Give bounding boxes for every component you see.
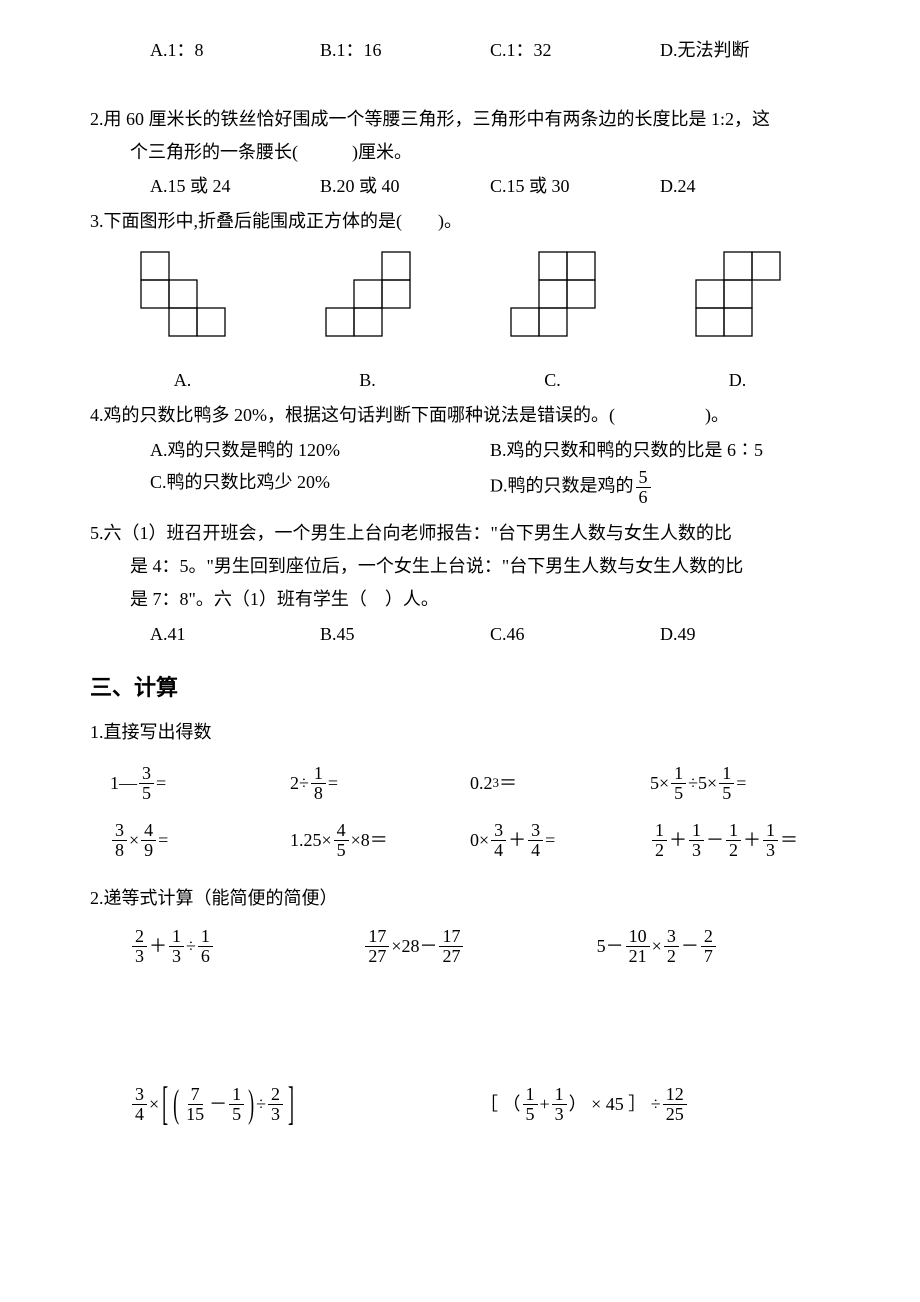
q3-labels: A. B. C. D. bbox=[90, 366, 830, 395]
cube-net-b bbox=[324, 250, 412, 338]
calc1-row1: 1—35= 2÷18= 0.23＝ 5×15÷5×15= bbox=[90, 764, 830, 803]
fraction-5-6: 56 bbox=[636, 468, 651, 507]
q3-figures bbox=[90, 250, 830, 338]
q4-opt-d: D.鸭的只数是鸡的56 bbox=[490, 468, 830, 507]
q5-opt-c: C.46 bbox=[490, 620, 660, 649]
q4-opt-b: B.鸡的只数和鸭的只数的比是 6∶5 bbox=[490, 436, 830, 465]
q3-text: 3.下面图形中,折叠后能围成正方体的是( )。 bbox=[90, 207, 830, 236]
calc1-r1c2: 2÷18= bbox=[290, 764, 470, 803]
q5-opt-a: A.41 bbox=[150, 620, 320, 649]
calc2-row2: 34×[(715－15)÷23] ［ （15+13） × 45 ］ ÷1225 bbox=[90, 1085, 830, 1124]
q5-line2: 是 4：5。"男生回到座位后，一个女生上台说："台下男生人数与女生人数的比 bbox=[90, 552, 830, 581]
calc1-r2c1: 38×49= bbox=[110, 821, 290, 860]
q5-opt-d: D.49 bbox=[660, 620, 830, 649]
q4-opt-a: A.鸡的只数是鸭的 120% bbox=[150, 436, 490, 465]
calc1-r2c3: 0×34＋34= bbox=[470, 821, 650, 860]
calc2-row1: 23＋13÷16 1727×28－1727 5－1021×32－27 bbox=[90, 927, 830, 966]
q4-text: 4.鸡的只数比鸭多 20%，根据这句话判断下面哪种说法是错误的。( )。 bbox=[90, 401, 830, 430]
q3-label-b: B. bbox=[275, 366, 460, 395]
q1-opt-c: C.1：32 bbox=[490, 36, 660, 65]
section3-title: 三、计算 bbox=[90, 670, 830, 705]
calc1-r1c4: 5×15÷5×15= bbox=[650, 764, 830, 803]
q2-options: A.15 或 24 B.20 或 40 C.15 或 30 D.24 bbox=[90, 172, 830, 201]
q2-opt-d: D.24 bbox=[660, 172, 830, 201]
q2-opt-c: C.15 或 30 bbox=[490, 172, 660, 201]
q2-opt-b: B.20 或 40 bbox=[320, 172, 490, 201]
calc2-e2: 1727×28－1727 bbox=[363, 927, 596, 966]
right-paren-icon: ) bbox=[248, 1073, 254, 1136]
q4-options: A.鸡的只数是鸭的 120% B.鸡的只数和鸭的只数的比是 6∶5 C.鸭的只数… bbox=[90, 436, 830, 512]
q5-options: A.41 B.45 C.46 D.49 bbox=[90, 620, 830, 649]
q2-opt-a: A.15 或 24 bbox=[150, 172, 320, 201]
q5-line1: 5.六（1）班召开班会，一个男生上台向老师报告："台下男生人数与女生人数的比 bbox=[90, 519, 830, 548]
q1-opt-b: B.1：16 bbox=[320, 36, 490, 65]
q1-opt-a: A.1：8 bbox=[150, 36, 320, 65]
cube-net-a bbox=[139, 250, 227, 338]
q5-line3: 是 7：8"。六（1）班有学生（ ）人。 bbox=[90, 585, 830, 614]
calc1-r1c1: 1—35= bbox=[110, 764, 290, 803]
q2-text-line1: 2.用 60 厘米长的铁丝恰好围成一个等腰三角形，三角形中有两条边的长度比是 1… bbox=[90, 105, 830, 134]
cube-net-c bbox=[509, 250, 597, 338]
calc1-r2c4: 12＋13－12＋13＝ bbox=[650, 821, 830, 860]
calc2-e5: ［ （15+13） × 45 ］ ÷1225 bbox=[480, 1085, 830, 1124]
q3-label-a: A. bbox=[90, 366, 275, 395]
q4-opt-c: C.鸭的只数比鸡少 20% bbox=[150, 468, 490, 507]
calc2-e1: 23＋13÷16 bbox=[130, 927, 363, 966]
calc2-title: 2.递等式计算（能简便的简便） bbox=[90, 884, 830, 913]
q1-opt-d: D.无法判断 bbox=[660, 36, 830, 65]
calc2-e4: 34×[(715－15)÷23] bbox=[130, 1085, 480, 1124]
calc1-r1c3: 0.23＝ bbox=[470, 769, 650, 798]
calc1-title: 1.直接写出得数 bbox=[90, 718, 830, 747]
q3-label-d: D. bbox=[645, 366, 830, 395]
q1-options: A.1：8 B.1：16 C.1：32 D.无法判断 bbox=[90, 36, 830, 65]
cube-net-d bbox=[694, 250, 782, 338]
q3-label-c: C. bbox=[460, 366, 645, 395]
right-bracket-icon: ] bbox=[288, 1067, 294, 1142]
left-bracket-icon: [ bbox=[162, 1067, 168, 1142]
calc2-e3: 5－1021×32－27 bbox=[597, 927, 830, 966]
left-paren-icon: ( bbox=[173, 1073, 179, 1136]
calc1-r2c2: 1.25×45×8＝ bbox=[290, 821, 470, 860]
calc1-row2: 38×49= 1.25×45×8＝ 0×34＋34= 12＋13－12＋13＝ bbox=[90, 821, 830, 860]
q4-opt-d-pre: D.鸭的只数是鸡的 bbox=[490, 476, 634, 496]
q5-opt-b: B.45 bbox=[320, 620, 490, 649]
q2-text-line2: 个三角形的一条腰长( )厘米。 bbox=[90, 138, 830, 167]
